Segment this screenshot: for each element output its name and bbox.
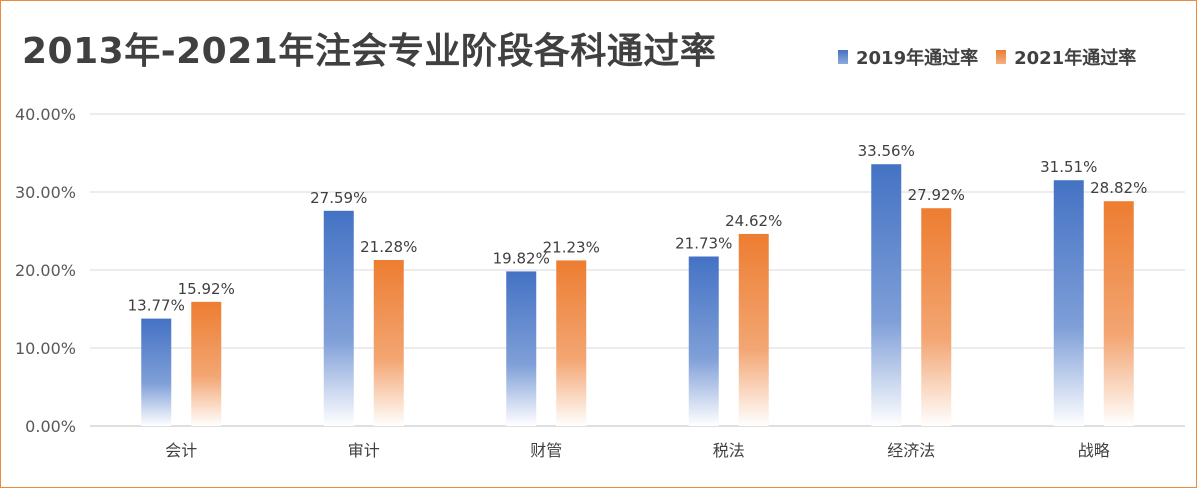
data-label: 19.82% [493,249,550,267]
bar-2019 [1053,180,1084,426]
y-tick-label: 40.00% [15,105,76,124]
x-tick-label: 战略 [1078,441,1110,460]
data-label: 24.62% [725,212,782,230]
legend-label-2019: 2019年通过率 [856,48,979,69]
bar-2021 [1103,201,1134,426]
x-tick-label: 经济法 [887,441,935,460]
bars [141,164,1134,426]
data-label: 15.92% [178,280,235,298]
y-tick-label: 10.00% [15,339,76,358]
y-axis-ticks: 0.00% 10.00% 20.00% 30.00% 40.00% [15,105,76,436]
x-axis-ticks: 会计 审计 财管 税法 经济法 战略 [165,441,1110,460]
data-label: 21.23% [543,238,600,256]
bar-2019 [323,210,354,426]
data-labels: 13.77%15.92% 27.59% 21.28% 19.82%21.23% 21.7… [128,142,1148,314]
y-tick-label: 20.00% [15,261,76,280]
bar-2019 [141,318,172,426]
legend-label-2021: 2021年通过率 [1014,48,1137,69]
chart-title: 2013年-2021年注会专业阶段各科通过率 [22,31,717,72]
data-label: 13.77% [128,297,185,315]
bar-2021 [738,233,769,426]
data-label: 21.28% [360,238,417,256]
x-tick-label: 审计 [348,441,380,460]
grid-lines [90,113,1185,427]
data-label: 31.51% [1040,158,1097,176]
x-tick-label: 财管 [530,441,562,460]
chart-legend: 2019年通过率 2021年通过率 [838,44,1136,70]
legend-swatch-2021 [996,50,1007,64]
y-tick-label: 0.00% [25,417,76,436]
data-label: 21.73% [675,235,732,253]
legend-swatch-2019 [838,50,848,64]
data-label: 27.59% [310,189,367,207]
data-label: 27.92% [908,186,965,204]
bar-2021 [921,208,952,426]
y-tick-label: 30.00% [15,183,76,202]
bar-2019 [506,271,537,426]
bar-2019 [688,256,719,426]
x-tick-label: 税法 [713,441,745,460]
data-label: 33.56% [858,142,915,160]
bar-2021 [191,301,222,426]
bar-2021 [373,260,404,426]
x-tick-label: 会计 [165,441,197,460]
data-label: 28.82% [1090,179,1147,197]
bar-2019 [871,164,902,426]
bar-2021 [556,260,587,426]
